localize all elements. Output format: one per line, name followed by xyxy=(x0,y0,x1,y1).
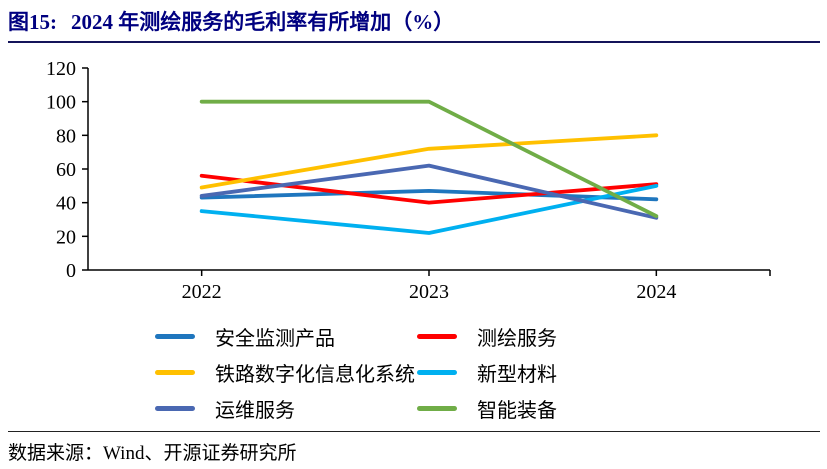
y-tick-label: 80 xyxy=(56,125,76,147)
legend-swatch xyxy=(155,405,195,411)
legend-swatch xyxy=(417,369,457,375)
legend-label: 测绘服务 xyxy=(477,327,557,350)
legend-label: 新型材料 xyxy=(477,363,557,386)
legend-item: 安全监测产品 xyxy=(155,323,417,350)
series-line-安全监测产品 xyxy=(199,188,659,202)
legend-item: 新型材料 xyxy=(417,359,717,386)
legend-label: 安全监测产品 xyxy=(215,327,335,350)
x-tick-label: 2022 xyxy=(182,281,222,303)
y-tick-label: 0 xyxy=(66,260,76,282)
series-line-运维服务 xyxy=(199,163,659,220)
legend-swatch xyxy=(417,405,457,411)
y-tick-label: 120 xyxy=(46,58,76,80)
x-tick-label: 2024 xyxy=(636,281,676,303)
title-divider xyxy=(8,41,820,43)
legend-swatch xyxy=(155,333,195,339)
figure-title: 图15: 2024 年测绘服务的毛利率有所增加（%） xyxy=(8,6,820,36)
legend-swatch xyxy=(417,333,457,339)
series-line-铁路数字化信息化系统 xyxy=(199,133,659,190)
series-line-智能装备 xyxy=(199,99,659,219)
figure-title-text: 2024 年测绘服务的毛利率有所增加（%） xyxy=(71,10,455,34)
x-tick-label: 2023 xyxy=(409,281,449,303)
y-tick-label: 100 xyxy=(46,92,76,114)
legend-item: 智能装备 xyxy=(417,395,717,422)
legend-label: 运维服务 xyxy=(215,399,295,422)
legend-item: 铁路数字化信息化系统 xyxy=(155,359,417,386)
y-tick-label: 60 xyxy=(56,159,76,181)
figure-label: 图15: xyxy=(8,10,57,34)
y-tick-label: 20 xyxy=(56,226,76,248)
source-note: 数据来源：Wind、开源证券研究所 xyxy=(8,443,297,464)
legend-swatch xyxy=(155,369,195,375)
legend-label: 智能装备 xyxy=(477,399,557,422)
footer-divider xyxy=(8,431,820,432)
line-chart: 0 20 40 60 80 100 120 2022 2023 2024 xyxy=(46,58,771,303)
legend-item: 运维服务 xyxy=(155,395,417,422)
y-tick-label: 40 xyxy=(56,193,76,215)
legend-label: 铁路数字化信息化系统 xyxy=(215,363,415,386)
series-line-新型材料 xyxy=(199,183,659,235)
legend-item: 测绘服务 xyxy=(417,323,717,350)
chart-legend: 安全监测产品 测绘服务铁路数字化信息化系统 新型材料运维服务 智能装备 xyxy=(155,323,717,422)
